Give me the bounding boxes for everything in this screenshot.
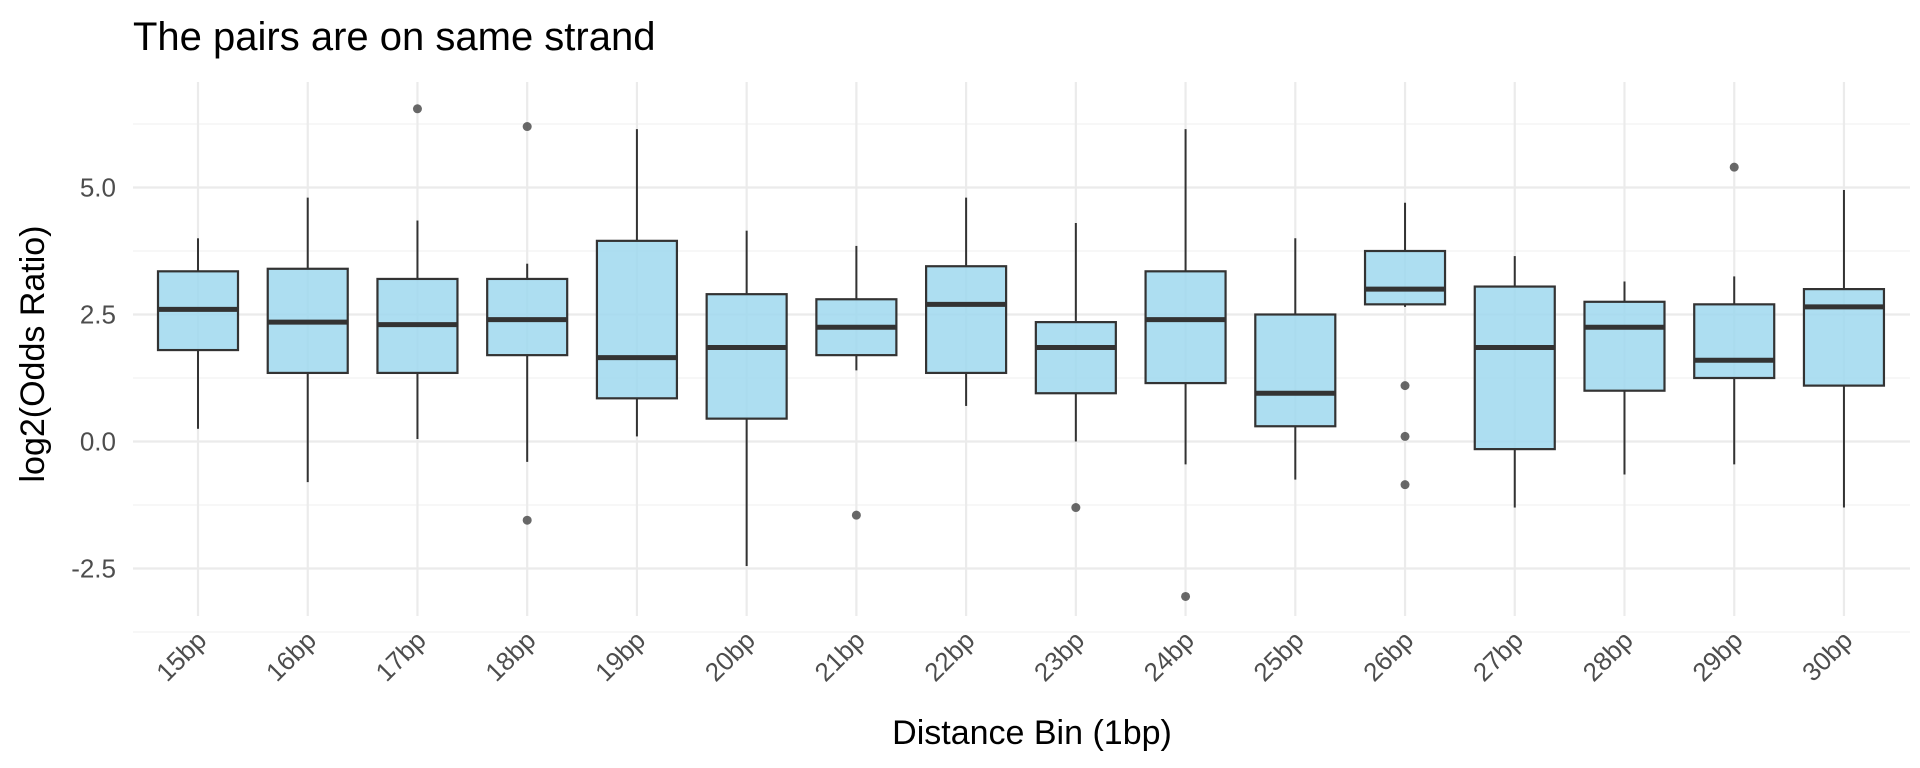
y-tick-label: 0.0 [80,427,116,457]
outlier-point [522,515,532,525]
box-body [705,293,788,420]
box-28bp [1583,281,1666,475]
x-tick-label: 23bp [1028,625,1090,687]
y-axis-ticks: -2.5 0.0 2.5 5.0 [71,173,116,584]
box-20bp [705,230,788,566]
box-29bp [1693,162,1776,465]
box-30bp [1802,190,1886,508]
box-23bp [1034,223,1117,513]
x-tick-label: 19bp [589,625,651,687]
x-tick-label: 17bp [370,625,432,687]
box-body [1034,321,1117,395]
box-body [1144,270,1227,385]
box-body [1473,285,1556,451]
box-body [486,277,569,357]
outlier-point [1071,503,1081,513]
chart-title: The pairs are on same strand [133,15,655,59]
outlier-point [851,510,861,520]
box-19bp [595,129,679,437]
outlier-point [1400,431,1410,441]
outlier-point [1729,162,1739,172]
x-axis-ticks: 15bp 16bp 17bp 18bp 19bp 20bp 21bp 22bp 23bp 24bp… [150,625,1858,687]
box-15bp [156,238,240,429]
box-body [1363,249,1447,306]
box-body [1802,288,1886,387]
x-tick-label: 29bp [1686,625,1748,687]
box-16bp [266,197,349,483]
box-27bp [1473,256,1556,508]
box-17bp [376,104,459,439]
box-body [1583,300,1666,392]
x-tick-label: 22bp [918,625,980,687]
x-tick-label: 25bp [1247,625,1309,687]
y-tick-label: 5.0 [80,173,116,203]
x-tick-label: 27bp [1467,625,1529,687]
y-axis-title: log2(Odds Ratio) [14,225,52,482]
box-26bp [1363,202,1447,490]
x-axis-title: Distance Bin (1bp) [892,714,1172,752]
box-series [156,104,1886,601]
box-body [1254,313,1337,428]
x-tick-label: 16bp [260,625,322,687]
x-tick-label: 28bp [1577,625,1639,687]
box-25bp [1254,238,1337,480]
y-tick-label: 2.5 [80,300,116,330]
box-24bp [1144,129,1227,601]
outlier-point [1400,381,1410,391]
x-tick-label: 15bp [150,625,212,687]
x-tick-label: 26bp [1357,625,1419,687]
box-body [595,239,679,400]
x-tick-label: 30bp [1796,625,1858,687]
box-22bp [925,197,1008,406]
box-body [925,265,1008,375]
box-18bp [486,122,569,525]
x-tick-label: 21bp [809,625,871,687]
box-21bp [815,245,898,520]
outlier-point [1400,480,1410,490]
x-tick-label: 20bp [699,625,761,687]
outlier-point [412,104,422,114]
box-body [1693,303,1776,380]
x-tick-label: 24bp [1138,625,1200,687]
outlier-point [522,122,532,132]
y-tick-label: -2.5 [71,554,116,584]
outlier-point [1181,591,1191,601]
x-tick-label: 18bp [479,625,541,687]
